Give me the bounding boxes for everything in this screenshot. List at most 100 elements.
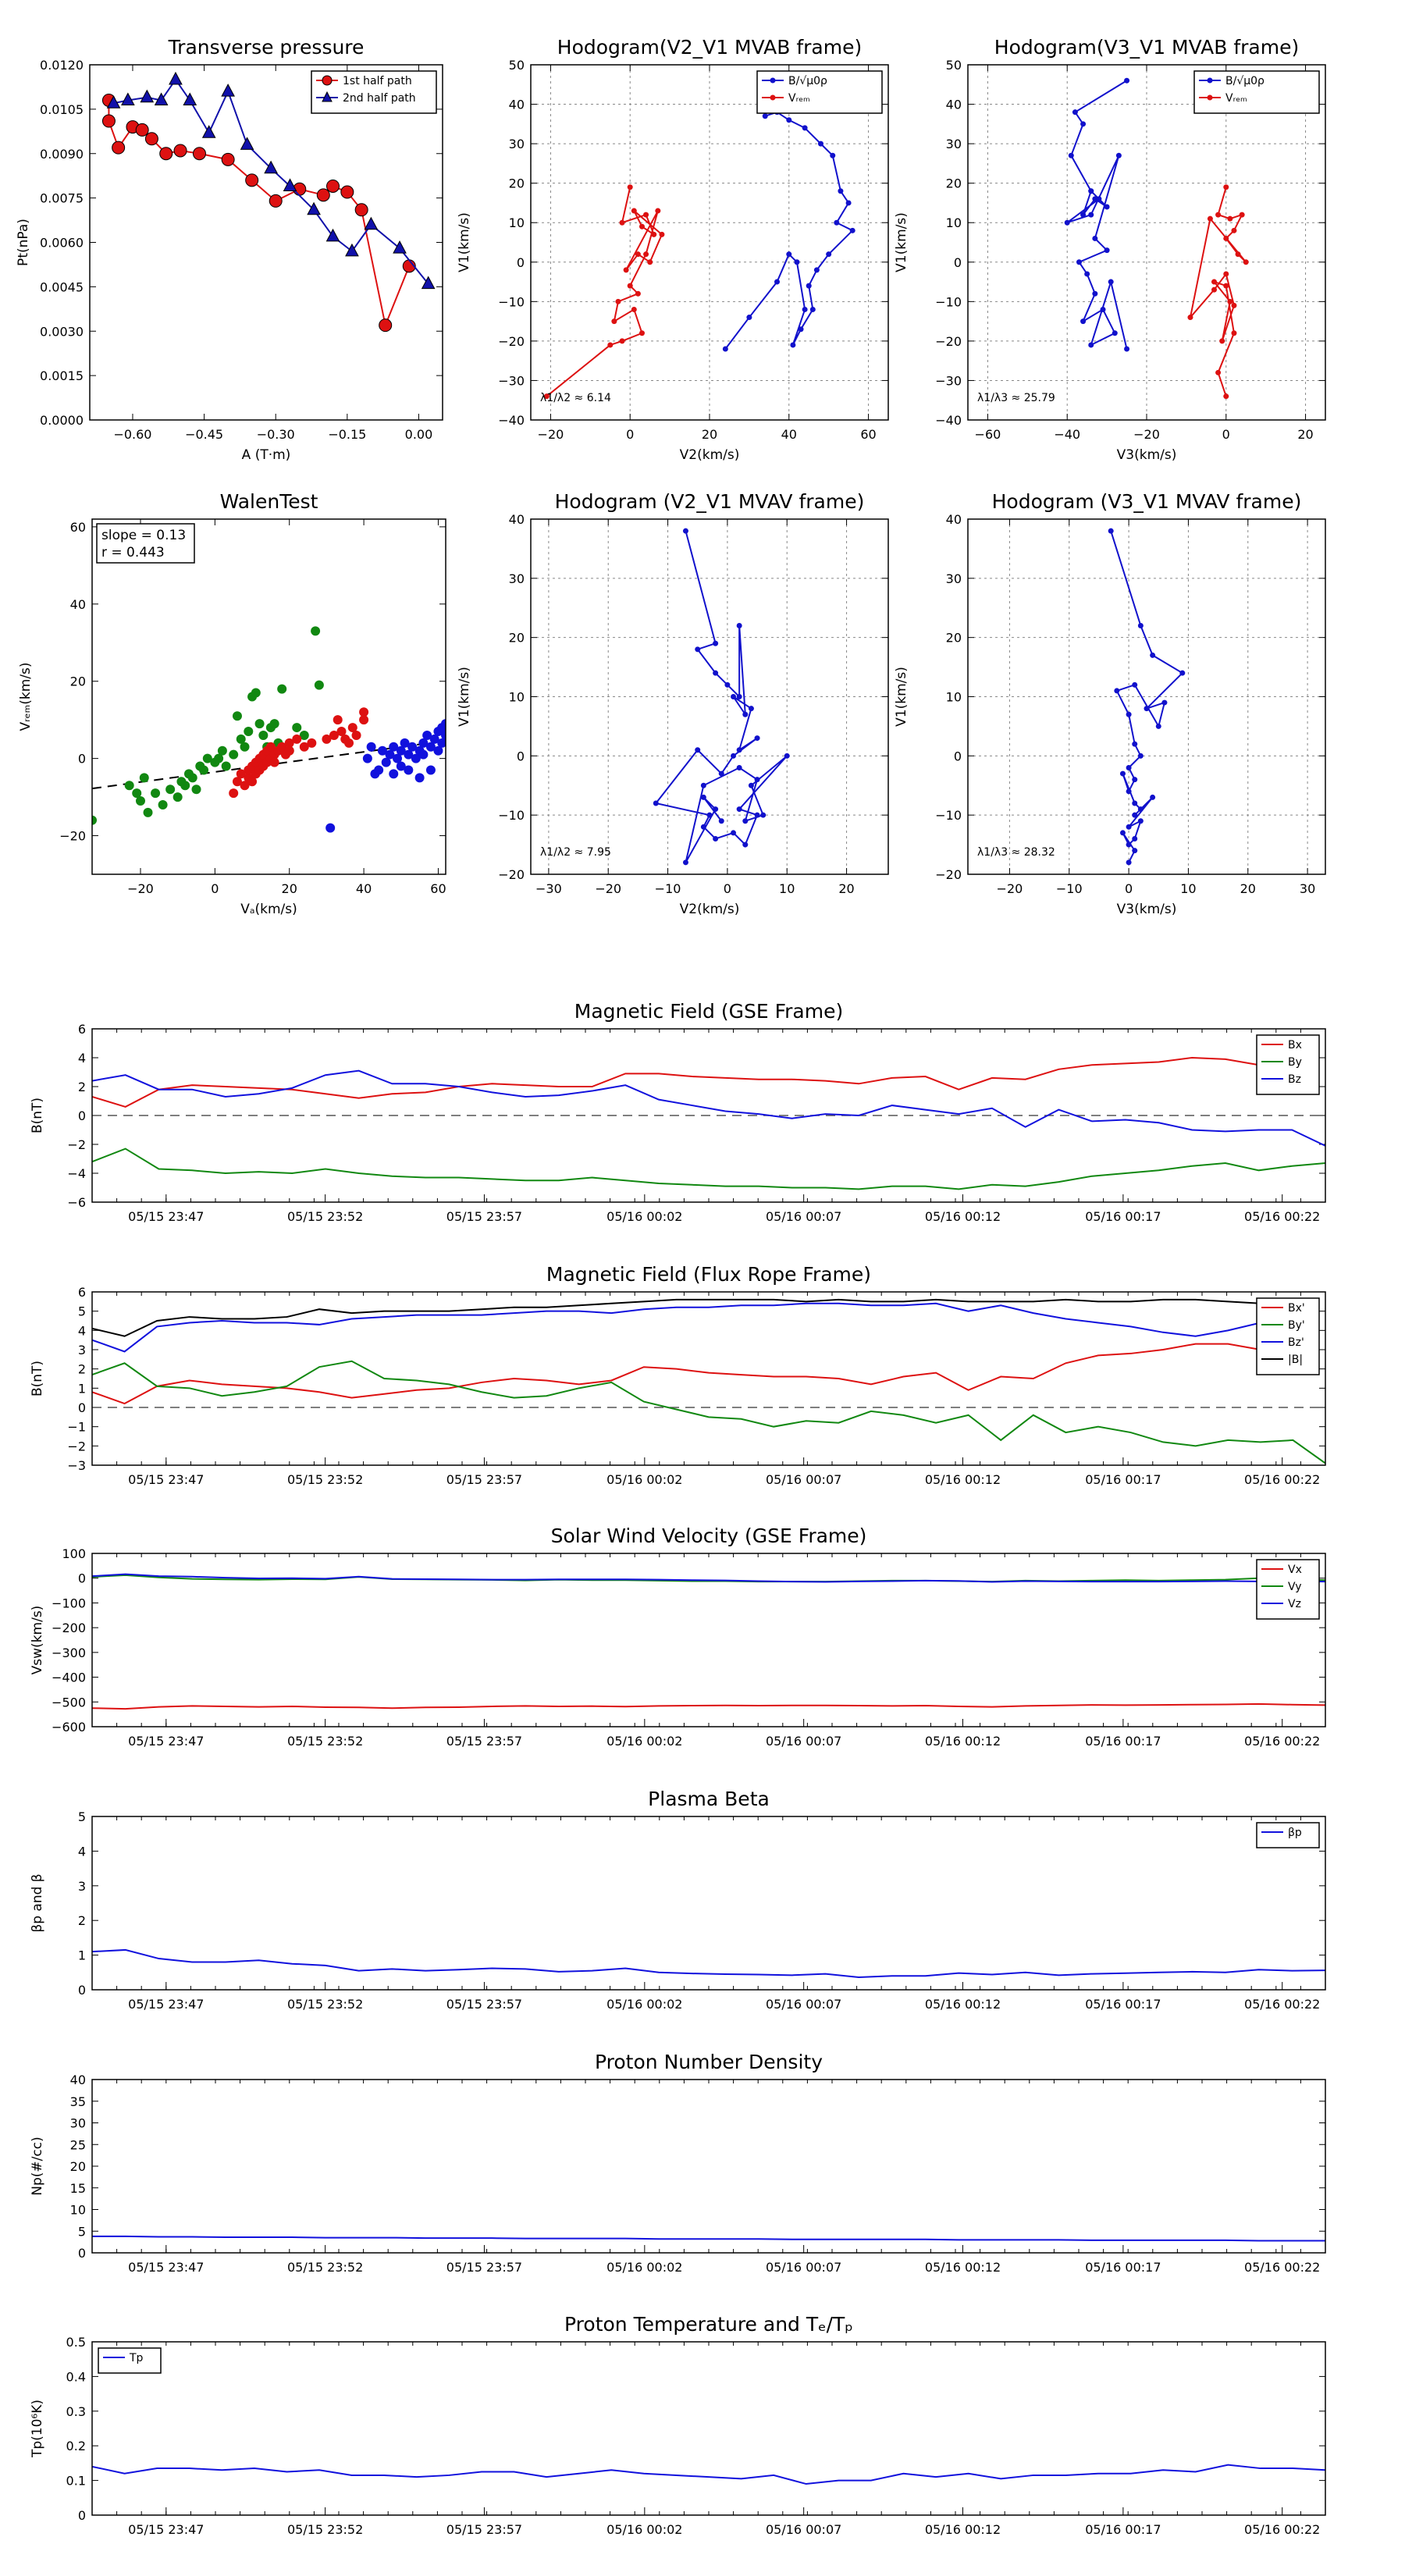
data-point — [748, 782, 754, 788]
data-point — [736, 806, 742, 813]
data-point — [700, 824, 706, 830]
data-point — [647, 259, 653, 265]
series-line-1 — [92, 1360, 1325, 1464]
data-point — [619, 219, 625, 226]
data-point — [299, 730, 309, 740]
data-point — [1227, 298, 1233, 304]
data-point — [1072, 109, 1078, 116]
x-tick-label: 05/15 23:47 — [128, 2260, 204, 2275]
data-point — [307, 738, 317, 748]
x-tick-label: 05/15 23:57 — [446, 1997, 522, 2012]
y-tick-label: 0 — [78, 1108, 86, 1123]
y-tick-label: 20 — [946, 176, 962, 191]
data-point — [1231, 330, 1237, 336]
data-point — [1223, 184, 1229, 190]
data-layer — [92, 2464, 1325, 2485]
x-tick-label: 05/15 23:47 — [128, 1472, 204, 1487]
x-tick-label: 05/16 00:17 — [1085, 1734, 1161, 1749]
axes-frame — [91, 1816, 1326, 1991]
data-point — [311, 626, 321, 636]
y-tick-label: −20 — [935, 867, 962, 882]
data-point — [1223, 393, 1229, 400]
y-axis-label: Vᵣₑₘ(km/s) — [18, 663, 34, 731]
y-tick-label: 2 — [78, 1362, 86, 1377]
legend-label: Tp — [129, 2352, 144, 2364]
data-point — [140, 89, 155, 103]
legend-label: Vᵣₑₘ — [788, 92, 810, 105]
data-point — [325, 228, 340, 242]
x-tick-label: −0.30 — [257, 427, 295, 442]
data-point — [92, 815, 97, 825]
data-point — [393, 240, 407, 254]
data-point — [316, 188, 330, 202]
annotation-text: λ1/λ3 ≈ 28.32 — [977, 846, 1055, 859]
chart-h2: Hodogram(V3_V1 MVAB frame) −40 −30 −20 −10 0 1… — [894, 36, 1326, 463]
x-tick-label: 0 — [1125, 881, 1133, 896]
y-tick-label: −30 — [935, 373, 962, 388]
data-point — [736, 623, 742, 628]
x-tick-label: 0 — [1222, 427, 1230, 442]
data-point — [631, 208, 637, 214]
data-point — [784, 753, 790, 759]
y-tick-label: 6 — [78, 1285, 86, 1300]
x-tick-label: 0.00 — [405, 427, 433, 442]
chart-title: Transverse pressure — [168, 36, 365, 59]
axes-frame — [91, 518, 446, 875]
data-point — [1231, 227, 1237, 233]
y-tick-label: −500 — [52, 1695, 86, 1710]
x-tick-label: 05/16 00:02 — [606, 1209, 682, 1224]
x-axis-label: V2(km/s) — [680, 902, 740, 917]
data-point — [724, 681, 731, 688]
series-line-0 — [92, 1343, 1293, 1405]
data-layer — [92, 2235, 1325, 2242]
data-point — [325, 823, 336, 833]
x-tick-label: 05/16 00:22 — [1244, 2522, 1320, 2537]
legend-label: Bz' — [1288, 1336, 1304, 1349]
data-point — [158, 799, 168, 809]
x-tick-label: 05/15 23:52 — [287, 1472, 363, 1487]
x-tick-label: 05/15 23:47 — [128, 1734, 204, 1749]
legend-label: Bx' — [1288, 1302, 1305, 1315]
x-tick-label: 05/16 00:07 — [766, 1209, 841, 1224]
data-point — [762, 113, 768, 119]
data-layer — [92, 1056, 1325, 1190]
data-point — [165, 785, 176, 795]
data-point — [1223, 271, 1229, 277]
x-tick-label: 0 — [211, 881, 219, 896]
data-point — [187, 773, 197, 783]
data-point — [774, 279, 781, 285]
y-tick-label: 0.2 — [66, 2439, 86, 2453]
data-point — [845, 200, 852, 206]
y-tick-label: 0.0000 — [40, 413, 84, 428]
y-tick-label: 0 — [517, 255, 525, 270]
legend-box — [1256, 1822, 1320, 1848]
x-tick-label: 05/15 23:52 — [287, 1209, 363, 1224]
y-tick-label: −10 — [935, 808, 962, 823]
y-tick-label: 0.0015 — [40, 368, 84, 383]
x-axis-label: V3(km/s) — [1117, 447, 1177, 463]
data-point — [283, 178, 297, 191]
data-point — [173, 792, 183, 802]
y-tick-label: 2 — [78, 1913, 86, 1928]
data-point — [254, 719, 265, 729]
x-tick-label: 05/15 23:57 — [446, 2260, 522, 2275]
annotation-text: λ1/λ2 ≈ 6.14 — [540, 392, 611, 404]
annotation-text: λ1/λ3 ≈ 25.79 — [977, 392, 1055, 404]
y-axis-label: Np(#/cc) — [30, 2137, 45, 2195]
legend-label: Vx — [1288, 1564, 1302, 1576]
y-axis-label: V1(km/s) — [894, 212, 909, 272]
x-tick-label: −30 — [535, 881, 562, 896]
data-point — [1227, 215, 1233, 222]
data-point — [706, 812, 713, 818]
data-point — [264, 160, 278, 174]
data-point — [1239, 212, 1245, 218]
data-point — [1155, 723, 1161, 729]
x-tick-label: 05/16 00:22 — [1244, 2260, 1320, 2275]
y-tick-label: 6 — [78, 1022, 86, 1037]
data-point — [1132, 800, 1138, 806]
x-tick-label: 05/16 00:07 — [766, 1997, 841, 2012]
data-point — [359, 707, 369, 717]
y-tick-label: 40 — [70, 597, 86, 612]
y-tick-label: 1 — [78, 1948, 86, 1963]
legend-label: Bz — [1288, 1073, 1301, 1086]
